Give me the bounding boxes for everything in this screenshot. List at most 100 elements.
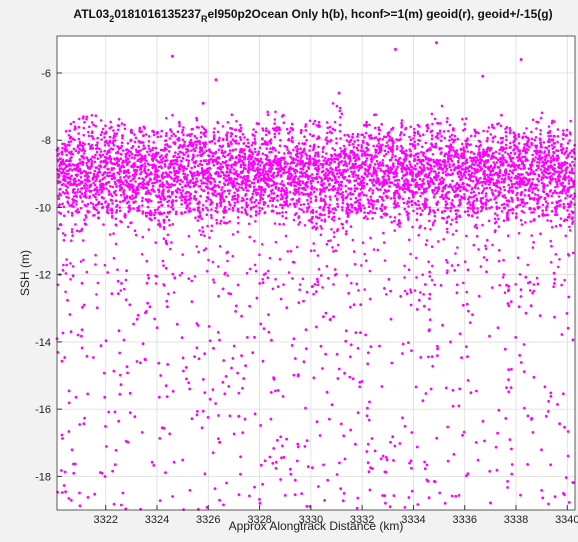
data-point: [520, 209, 524, 213]
data-point: [67, 140, 71, 144]
data-point: [65, 195, 68, 199]
data-point: [449, 183, 452, 186]
data-point: [547, 134, 550, 138]
data-point: [186, 205, 189, 208]
data-point: [385, 213, 389, 216]
data-point: [461, 175, 464, 178]
data-point: [379, 169, 383, 172]
data-point: [172, 132, 176, 136]
data-point: [523, 155, 527, 158]
data-point: [223, 183, 227, 187]
data-point: [77, 132, 80, 135]
data-point: [176, 163, 179, 166]
data-point: [153, 157, 156, 160]
data-point: [531, 191, 534, 194]
data-point: [451, 199, 454, 202]
data-point: [92, 181, 95, 185]
data-point: [182, 133, 185, 137]
data-point: [326, 139, 329, 143]
data-point: [271, 204, 274, 207]
data-point: [150, 212, 153, 215]
data-point: [250, 155, 254, 159]
data-point: [185, 167, 188, 171]
data-point: [187, 162, 190, 165]
data-point: [81, 171, 84, 174]
data-point: [263, 166, 266, 170]
data-point: [547, 125, 551, 128]
data-point: [530, 137, 534, 141]
data-point: [347, 135, 351, 138]
data-point: [341, 171, 345, 174]
data-point: [221, 196, 224, 199]
data-point: [386, 164, 389, 168]
data-point: [484, 182, 488, 186]
data-point: [239, 165, 243, 169]
data-point: [504, 177, 507, 180]
data-point: [215, 206, 218, 210]
data-point: [252, 205, 256, 209]
data-point: [106, 171, 109, 175]
data-point: [169, 165, 172, 169]
data-point: [147, 180, 151, 183]
data-point: [468, 169, 471, 173]
data-point: [172, 166, 176, 169]
data-point: [248, 184, 252, 188]
data-point: [324, 194, 327, 198]
data-point: [268, 199, 272, 203]
data-point: [121, 136, 124, 140]
data-point: [267, 176, 271, 180]
data-point: [225, 136, 229, 139]
data-point: [274, 185, 278, 189]
data-point: [470, 175, 474, 178]
data-point: [437, 187, 441, 191]
data-point: [517, 142, 521, 145]
data-point: [118, 200, 122, 204]
data-point: [314, 198, 318, 201]
data-point: [330, 139, 333, 142]
data-point: [230, 166, 234, 169]
data-point: [74, 223, 77, 226]
data-point: [115, 193, 118, 197]
data-point: [511, 156, 515, 160]
data-point: [504, 169, 508, 173]
data-point: [180, 199, 184, 202]
data-point: [413, 147, 417, 150]
data-point: [333, 128, 337, 132]
data-point: [500, 177, 504, 181]
data-point: [295, 169, 299, 173]
data-point: [491, 140, 495, 143]
data-point: [144, 211, 148, 215]
data-point: [421, 145, 424, 149]
data-point: [117, 117, 121, 121]
data-point: [518, 163, 521, 167]
data-point: [88, 210, 91, 214]
data-point: [446, 207, 450, 210]
data-point: [253, 160, 256, 164]
data-point: [455, 212, 458, 216]
data-point: [271, 188, 274, 192]
data-point: [343, 149, 347, 153]
data-point: [472, 152, 476, 155]
data-point: [448, 165, 452, 169]
data-point: [117, 158, 121, 162]
data-point: [369, 210, 372, 213]
data-point: [81, 180, 84, 184]
data-point: [143, 182, 146, 186]
data-point: [282, 169, 286, 172]
data-point: [389, 197, 393, 200]
data-point: [550, 209, 554, 213]
data-point: [204, 128, 207, 132]
data-point: [464, 176, 468, 179]
data-point: [161, 171, 165, 175]
data-point: [547, 144, 551, 148]
data-point: [182, 169, 185, 172]
data-point: [339, 192, 343, 196]
data-point: [365, 125, 369, 128]
data-point: [365, 157, 369, 160]
data-point: [203, 173, 207, 176]
data-point: [380, 148, 383, 152]
data-point: [412, 194, 415, 198]
data-point: [163, 197, 167, 200]
data-point: [441, 171, 445, 174]
data-point: [497, 181, 501, 184]
